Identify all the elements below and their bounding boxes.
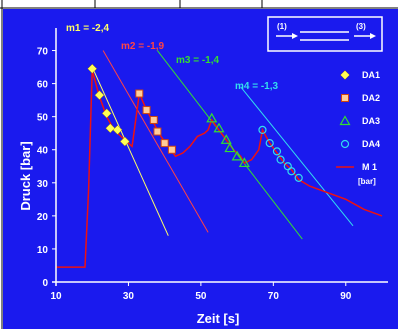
legend: DA1 DA2 DA3 DA4 M 1 [bar]	[336, 70, 380, 186]
marker-diamond	[340, 70, 350, 80]
fit-line-m1	[91, 66, 169, 236]
marker-triangle	[224, 142, 236, 153]
legend-label: DA1	[362, 70, 380, 80]
marker-circle	[294, 173, 303, 182]
marker-diamond	[101, 108, 112, 119]
marker-diamond	[112, 125, 123, 135]
marker-circle	[287, 167, 296, 176]
y-tick-label: 40	[37, 146, 49, 157]
marker-diamond	[105, 123, 116, 134]
marker-square	[160, 139, 169, 148]
series-da4	[258, 125, 303, 182]
x-tick-label: 50	[195, 291, 207, 302]
marker-circle	[258, 125, 267, 134]
marker-square	[341, 94, 349, 102]
legend-label: DA2	[362, 93, 380, 103]
marker-triangle	[213, 122, 225, 133]
pressure-curve-group	[56, 70, 383, 268]
series-da1	[87, 63, 130, 147]
inset-left-arrowhead	[292, 33, 298, 39]
chart-background	[3, 9, 398, 329]
series-line-m1	[56, 70, 383, 268]
fit-line-m4	[240, 86, 354, 227]
marker-circle	[340, 139, 350, 149]
x-tick-label: 30	[123, 291, 135, 302]
y-axis-label: Druck [bar]	[18, 141, 33, 210]
x-tick-label: 90	[340, 291, 352, 302]
fit-line-m2	[102, 50, 209, 233]
y-tick-label: 20	[37, 212, 49, 223]
marker-square	[135, 89, 144, 98]
legend-sublabel: [bar]	[358, 177, 376, 186]
inset-right-arrowhead	[370, 33, 376, 39]
inset-right-label: (3)	[356, 22, 366, 31]
fit-line-labels: m1 = -2,4 m2 = -1,9 m3 = -1,4 m4 = -1,3	[66, 23, 279, 92]
y-tick-label: 10	[37, 245, 49, 256]
marker-circle	[272, 147, 282, 156]
marker-diamond	[87, 63, 98, 74]
marker-circle	[265, 139, 274, 148]
marker-diamond	[119, 136, 130, 147]
x-tick-label: 10	[50, 291, 62, 302]
data-markers	[87, 63, 303, 182]
legend-label: DA4	[362, 139, 380, 149]
marker-triangle	[206, 112, 218, 123]
legend-label: DA3	[362, 116, 380, 126]
x-axis-label: Zeit [s]	[197, 311, 240, 326]
legend-label: M 1	[362, 162, 377, 172]
x-tick-label: 70	[268, 291, 280, 302]
marker-square	[142, 106, 151, 115]
y-tick-label: 70	[37, 47, 49, 58]
marker-triangle	[220, 134, 232, 144]
flow-inset: (1) (3)	[267, 16, 383, 52]
fit-label-m3: m3 = -1,4	[176, 55, 220, 66]
fit-label-m4: m4 = -1,3	[235, 81, 279, 92]
y-tick-label: 0	[42, 278, 48, 289]
marker-square	[149, 115, 158, 124]
marker-triangle	[238, 157, 250, 168]
series-da2	[135, 89, 176, 154]
y-tick-label: 60	[37, 80, 49, 91]
inset-left-label: (1)	[277, 22, 287, 31]
fit-label-m2: m2 = -1,9	[121, 41, 165, 52]
marker-square	[167, 145, 176, 154]
fit-label-m1: m1 = -2,4	[66, 23, 110, 34]
marker-square	[153, 127, 162, 136]
marker-triangle	[231, 150, 243, 161]
inset-box	[267, 16, 383, 52]
marker-triangle	[339, 115, 351, 126]
y-tick-label: 30	[37, 179, 49, 190]
series-da3	[206, 112, 250, 168]
marker-circle	[276, 155, 285, 164]
y-tick-label: 50	[37, 113, 49, 124]
marker-diamond	[94, 90, 105, 101]
